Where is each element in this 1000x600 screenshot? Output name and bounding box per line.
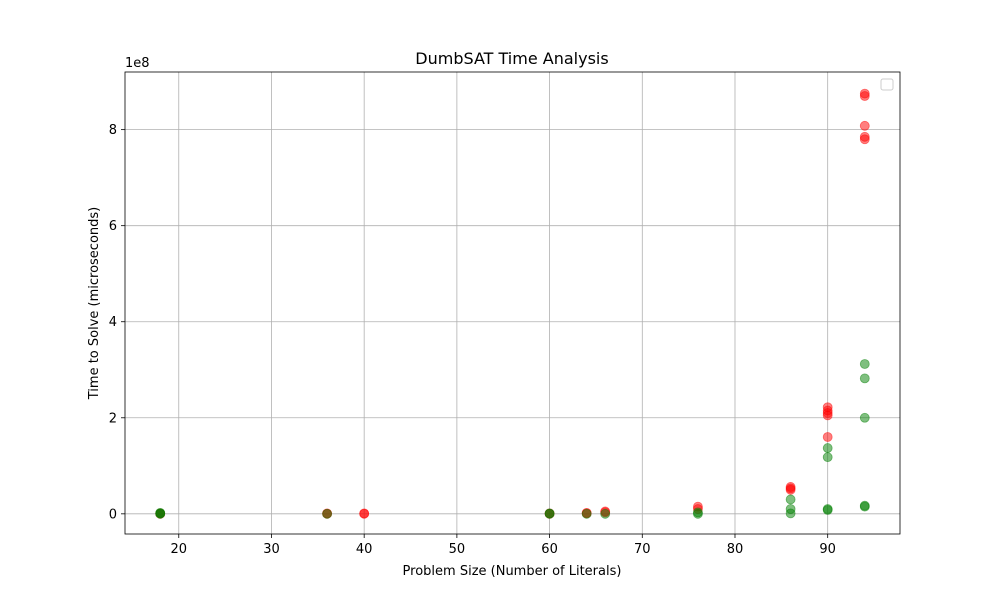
x-tick-label: 60 [541, 542, 558, 557]
data-point [859, 359, 870, 369]
series-1 [155, 359, 870, 519]
series-0 [155, 88, 870, 519]
data-point [822, 443, 833, 453]
x-axis-label: Problem Size (Number of Literals) [403, 564, 622, 579]
data-point [785, 504, 796, 514]
data-point [859, 120, 870, 131]
data-point [859, 88, 870, 99]
data-point [822, 402, 833, 413]
y-tick-label: 2 [109, 411, 117, 426]
ticks-layer: 20 30 40 50 60 70 80 90 0 2 4 6 8 [109, 123, 836, 557]
x-tick-label: 90 [819, 542, 836, 557]
data-point [359, 508, 370, 519]
data-point [544, 508, 555, 519]
data-point [859, 373, 870, 384]
data-point [822, 504, 833, 514]
y-tick-label: 4 [109, 315, 117, 330]
y-offset-label: 1e8 [125, 56, 150, 71]
data-point [155, 507, 166, 518]
data-point [822, 432, 833, 442]
y-tick-label: 6 [109, 219, 117, 234]
x-tick-label: 50 [449, 542, 466, 557]
x-tick-label: 30 [263, 542, 280, 557]
data-point [581, 508, 592, 519]
data-point [859, 131, 870, 142]
chart-title: DumbSAT Time Analysis [415, 49, 608, 68]
plot-frame [124, 71, 901, 535]
data-point [859, 500, 870, 511]
legend-box [880, 78, 894, 91]
x-tick-label: 70 [634, 542, 651, 557]
x-tick-label: 20 [170, 542, 187, 557]
grid-layer [125, 72, 900, 534]
data-point [785, 494, 796, 505]
data-point [693, 507, 703, 518]
x-tick-label: 80 [727, 542, 744, 557]
y-tick-label: 0 [109, 507, 117, 522]
data-points [155, 88, 870, 519]
data-point [322, 508, 332, 519]
y-tick-label: 8 [109, 123, 117, 138]
x-tick-label: 40 [356, 542, 373, 557]
y-axis-label: Time to Solve (microseconds) [87, 207, 102, 401]
data-point [822, 452, 833, 463]
data-point [785, 482, 796, 492]
data-point [600, 508, 611, 519]
data-point [859, 412, 870, 423]
